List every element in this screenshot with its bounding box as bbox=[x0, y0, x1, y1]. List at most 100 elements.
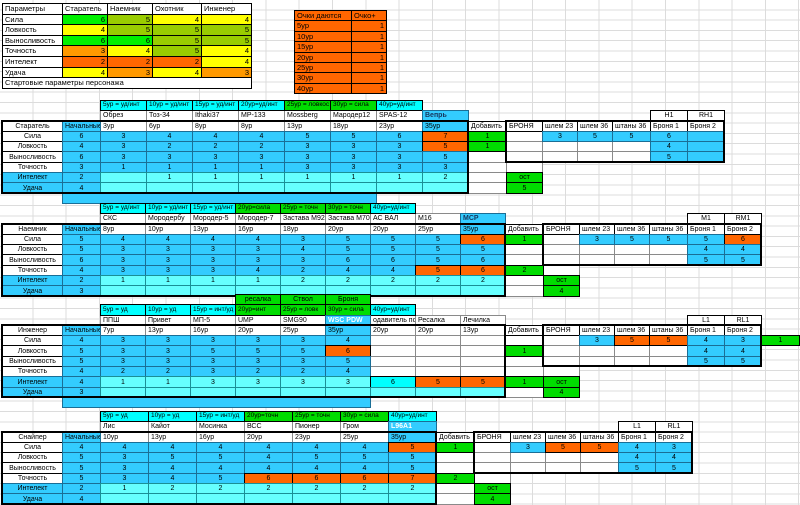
level-bonus-header[interactable]: 20ур=точн bbox=[244, 411, 293, 423]
level-bonus-header[interactable]: 10ур = уд/инт bbox=[145, 203, 191, 215]
stat-row-label[interactable]: Удача bbox=[2, 493, 63, 505]
sheet-cell[interactable] bbox=[649, 254, 688, 266]
level-bonus-header[interactable]: 5ур = уд bbox=[100, 411, 149, 423]
level-bonus-header[interactable]: 20ур=инт bbox=[235, 304, 281, 316]
stat-value[interactable] bbox=[244, 493, 293, 505]
armor-value[interactable]: 5 bbox=[650, 151, 688, 163]
stat-value[interactable] bbox=[148, 493, 197, 505]
stat-value[interactable] bbox=[422, 182, 469, 194]
params-footer[interactable]: Стартовые параметры персонажа bbox=[2, 77, 252, 89]
armor-value[interactable]: 3 bbox=[542, 130, 578, 143]
stat-value[interactable] bbox=[415, 386, 461, 398]
add-column-header[interactable]: Добавить bbox=[505, 324, 544, 337]
sheet-cell[interactable]: 1 bbox=[351, 82, 387, 95]
remaining-points[interactable]: 5 bbox=[506, 182, 543, 194]
level-bonus-header[interactable]: 20ур=уд/инт bbox=[238, 100, 285, 112]
stat-value[interactable] bbox=[376, 182, 423, 194]
armor-value[interactable]: 5 bbox=[618, 462, 656, 474]
level-bonus-header[interactable]: 5ур = уд bbox=[100, 304, 146, 316]
remaining-points[interactable]: 4 bbox=[543, 386, 580, 398]
level-bonus-header[interactable]: 40ур=уд/инт bbox=[370, 304, 416, 316]
armor-column-header[interactable]: БРОНЯ bbox=[543, 324, 580, 337]
sheet-cell[interactable] bbox=[612, 151, 651, 163]
sheet-cell[interactable] bbox=[649, 355, 688, 368]
add-points-value[interactable]: 1 bbox=[436, 441, 475, 454]
level-bonus-header[interactable]: 10ур = уд bbox=[148, 411, 197, 423]
armor-value[interactable]: 5 bbox=[655, 462, 693, 474]
section-naemnik: 5ур = уд/инт 10ур = уд/инт 15ур = уд/инт 20… bbox=[1, 203, 799, 297]
section-sniper: 5ур = уд 10ур = уд 15ур = инт/уд 20ур=точн 2… bbox=[1, 411, 730, 505]
armor-value[interactable]: 3 bbox=[510, 441, 546, 454]
sheet-cell[interactable] bbox=[505, 386, 544, 398]
start-params-table: Параметры Старатель Наемник Охотник Инженер С… bbox=[2, 3, 252, 89]
armor-value[interactable]: 5 bbox=[612, 130, 651, 143]
armor-value[interactable]: 5 bbox=[649, 335, 688, 347]
sheet-cell[interactable] bbox=[579, 254, 615, 266]
armor-value[interactable]: 5 bbox=[545, 441, 581, 454]
armor-value[interactable]: 5 bbox=[687, 254, 725, 266]
level-bonus-header[interactable]: 40ур=уд/инт bbox=[376, 100, 423, 112]
stat-row-label[interactable]: Удача bbox=[2, 386, 63, 398]
stat-value[interactable] bbox=[100, 493, 149, 505]
armor-value[interactable]: 5 bbox=[580, 441, 619, 454]
armor-value[interactable]: 5 bbox=[687, 355, 725, 368]
stat-value[interactable] bbox=[292, 493, 341, 505]
level-bonus-header[interactable]: 25ур = точн bbox=[280, 203, 326, 215]
stat-value[interactable] bbox=[370, 386, 416, 398]
level-bonus-header[interactable]: 30ур = точн bbox=[325, 203, 371, 215]
sheet-cell[interactable] bbox=[580, 462, 619, 474]
armor-value[interactable]: 5 bbox=[614, 335, 650, 347]
add-points-value[interactable]: 1 bbox=[505, 233, 544, 246]
sheet-cell[interactable] bbox=[614, 355, 650, 368]
level-bonus-header[interactable]: 15ур = инт/уд bbox=[196, 411, 245, 423]
level-bonus-header[interactable]: 25ур = ловк bbox=[280, 304, 326, 316]
stat-initial-value[interactable]: 4 bbox=[62, 493, 101, 505]
level-bonus-header[interactable]: 5ур = уд/инт bbox=[100, 100, 147, 112]
armor-value[interactable]: 5 bbox=[577, 130, 613, 143]
sheet-cell[interactable] bbox=[542, 151, 578, 163]
level-bonus-header[interactable]: 15ур = уд/инт bbox=[192, 100, 239, 112]
armor-value[interactable]: 3 bbox=[579, 233, 615, 246]
sheet-cell[interactable] bbox=[436, 493, 475, 505]
armor-column-header[interactable]: БРОНЯ bbox=[543, 223, 580, 235]
level-bonus-header[interactable]: 40ур=уд/инт bbox=[370, 203, 416, 215]
armor-value[interactable]: 3 bbox=[579, 335, 615, 347]
add-points-value[interactable]: 2 bbox=[436, 472, 475, 485]
armor-value[interactable]: 5 bbox=[649, 233, 688, 246]
level-label[interactable]: 40ур bbox=[294, 82, 352, 95]
armor-value[interactable]: 5 bbox=[614, 233, 650, 246]
level-bonus-header[interactable]: 30ур = сила bbox=[340, 411, 389, 423]
add-points-value[interactable]: 2 bbox=[505, 264, 544, 277]
add-points-value[interactable]: 1 bbox=[468, 141, 507, 153]
sheet-cell[interactable] bbox=[614, 254, 650, 266]
stat-value[interactable] bbox=[196, 493, 245, 505]
remaining-points[interactable]: 4 bbox=[543, 285, 580, 297]
level-bonus-header[interactable]: 15ур = инт/уд bbox=[190, 304, 236, 316]
add-points-value[interactable]: 1 bbox=[505, 376, 544, 388]
extra-value[interactable]: 1 bbox=[761, 335, 800, 347]
stat-value[interactable] bbox=[340, 493, 389, 505]
level-bonus-header[interactable]: 10ур = уд bbox=[145, 304, 191, 316]
level-bonus-header[interactable]: 25ур = ловкос bbox=[284, 100, 331, 112]
level-bonus-header[interactable]: 20ур=сила bbox=[235, 203, 281, 215]
armor-value[interactable] bbox=[687, 151, 725, 163]
level-bonus-header[interactable]: 25ур = точн bbox=[292, 411, 341, 423]
sheet-cell[interactable] bbox=[545, 462, 581, 474]
level-bonus-header[interactable]: 5ур = уд/инт bbox=[100, 203, 146, 215]
sheet-cell[interactable] bbox=[510, 462, 546, 474]
armor-value[interactable]: 5 bbox=[724, 254, 762, 266]
stat-value[interactable] bbox=[460, 386, 506, 398]
sheet-cell[interactable] bbox=[579, 355, 615, 368]
remaining-points[interactable]: 4 bbox=[474, 493, 511, 505]
armor-column-header[interactable]: БРОНЯ bbox=[506, 120, 543, 132]
level-bonus-header[interactable]: 15ур = уд/инт bbox=[190, 203, 236, 215]
stat-value[interactable] bbox=[388, 493, 437, 505]
level-bonus-header[interactable]: 10ур = уд/инт bbox=[146, 100, 193, 112]
stat-row-label[interactable]: Удача bbox=[2, 182, 63, 194]
level-bonus-header[interactable]: 30ур = сила bbox=[330, 100, 377, 112]
sheet-cell[interactable] bbox=[468, 182, 507, 194]
armor-column-header[interactable]: БРОНЯ bbox=[474, 431, 511, 443]
armor-value[interactable]: 5 bbox=[724, 355, 762, 368]
add-points-value[interactable]: 1 bbox=[505, 345, 544, 357]
sheet-cell[interactable] bbox=[577, 151, 613, 163]
